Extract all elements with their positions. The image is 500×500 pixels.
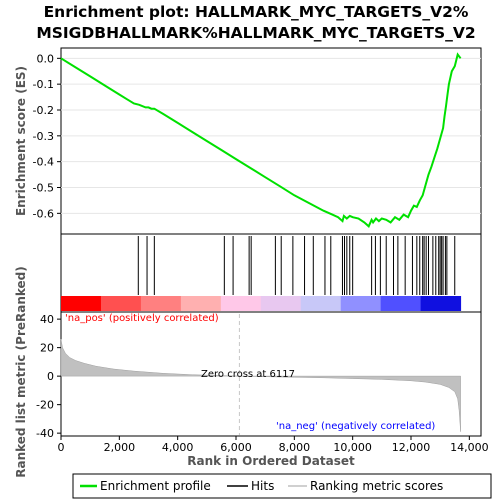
pos-label: 'na_pos' (positively correlated) [65,313,219,324]
gradient-segment [100,296,142,311]
es-panel [60,47,482,235]
x-tick-label: 6,000 [220,441,252,454]
metric-y-tick-label: -20 [36,399,54,412]
es-y-tick-label: -0.1 [33,78,54,91]
metric-y-tick-label: 0 [47,370,54,383]
ranking-metric-area [60,339,461,432]
metric-y-axis-label: Ranked list metric (PreRanked) [14,266,28,478]
chart-title-line2: MSIGDBHALLMARK%HALLMARK_MYC_TARGETS_V2 [36,24,475,42]
metric-y-tick-label: -40 [36,427,54,440]
x-tick-label: 2,000 [104,441,136,454]
x-tick-label: 12,000 [392,441,431,454]
x-tick-label: 10,000 [333,441,372,454]
legend-metric-label: Ranking metric scores [310,479,443,493]
metric-y-tick-label: 20 [40,342,54,355]
x-tick-label: 14,000 [450,441,489,454]
es-y-tick-label: -0.2 [33,104,54,117]
es-y-ticks: 0.0 -0.1 -0.2 -0.3 -0.4 -0.5 -0.6 [33,52,61,220]
gradient-segment [220,296,262,311]
metric-y-ticks: 40 20 0 -20 -40 [36,313,61,440]
es-grid [61,57,481,214]
es-y-tick-label: -0.5 [33,182,54,195]
chart-title-line1: Enrichment plot: HALLMARK_MYC_TARGETS_V2… [44,3,469,21]
x-tick-label: 8,000 [279,441,311,454]
zero-cross-label: Zero cross at 6117 [201,369,295,380]
x-ticks: 0 2,000 4,000 6,000 8,000 10,000 12,000 14,000 [58,436,489,454]
gradient-segment [300,296,342,311]
es-y-tick-label: -0.3 [33,130,54,143]
gradient-segment [180,296,222,311]
x-tick-label: 0 [58,441,65,454]
legend-hits-label: Hits [251,479,274,493]
legend: Enrichment profile Hits Ranking metric s… [72,473,492,499]
ranking-gradient-bar [61,296,462,311]
x-axis-label: Rank in Ordered Dataset [187,454,355,468]
metric-y-tick-label: 40 [40,313,54,326]
es-y-axis-label: Enrichment score (ES) [14,66,28,216]
neg-label: 'na_neg' (negatively correlated) [276,421,435,432]
es-y-tick-label: -0.4 [33,156,54,169]
x-tick-label: 4,000 [162,441,194,454]
gradient-segment [260,296,302,311]
hit-markers [137,236,456,295]
gradient-segment [380,296,422,311]
gradient-segment [340,296,382,311]
es-y-tick-label: 0.0 [37,52,55,65]
es-y-tick-label: -0.6 [33,207,54,220]
legend-es-label: Enrichment profile [100,479,211,493]
gradient-segment [61,296,102,311]
gradient-segment [420,296,462,311]
enrichment-profile-line [60,52,462,228]
gradient-segment [140,296,182,311]
